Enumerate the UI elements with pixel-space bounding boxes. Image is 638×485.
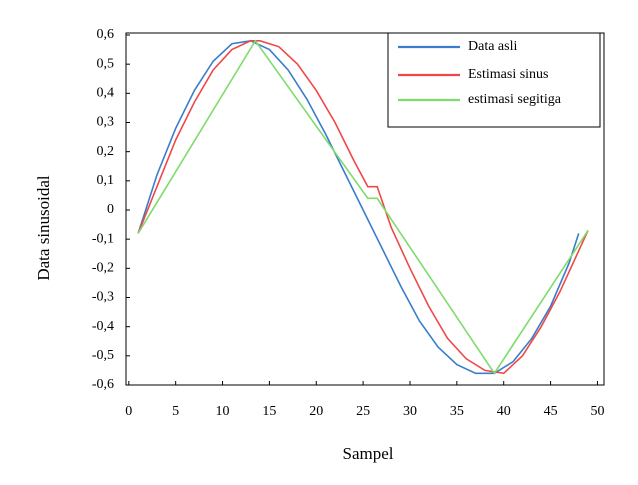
x-tick-label: 5: [172, 404, 179, 419]
y-tick-label: 0,3: [97, 115, 115, 130]
x-tick-label: 15: [262, 404, 276, 419]
y-tick-label: 0,5: [97, 56, 115, 71]
y-tick-label: -0,5: [92, 348, 114, 363]
series-line: [137, 39, 589, 375]
series-line: [137, 40, 589, 375]
y-tick-label: -0,4: [92, 319, 114, 334]
y-tick-label: -0,2: [92, 261, 114, 276]
y-tick-label: 0,4: [97, 86, 115, 101]
legend-box: [387, 32, 601, 128]
series-line: [137, 40, 580, 375]
plot-frame: [125, 32, 605, 386]
x-tick-label: 20: [309, 404, 323, 419]
x-tick-label: 40: [497, 404, 511, 419]
x-tick-label: 25: [356, 404, 370, 419]
y-tick-label: 0,2: [97, 144, 115, 159]
y-tick-label: -0,1: [92, 231, 114, 246]
legend-label: Data asli: [468, 39, 517, 54]
y-tick-label: 0: [107, 202, 114, 217]
legend-label: estimasi segitiga: [468, 92, 562, 107]
x-axis-label: Sampel: [343, 444, 394, 463]
y-tick-label: 0,1: [97, 173, 115, 188]
y-tick-label: -0,3: [92, 290, 114, 305]
y-tick-label: 0,6: [97, 27, 115, 42]
x-tick-label: 30: [403, 404, 417, 419]
y-tick-label: -0,6: [92, 377, 114, 392]
x-tick-label: 35: [450, 404, 464, 419]
y-axis-label: Data sinusoidal: [34, 175, 53, 281]
x-tick-label: 50: [590, 404, 604, 419]
x-tick-label: 0: [125, 404, 132, 419]
x-tick-label: 45: [544, 404, 558, 419]
legend-label: Estimasi sinus: [468, 67, 549, 82]
x-tick-label: 10: [216, 404, 230, 419]
